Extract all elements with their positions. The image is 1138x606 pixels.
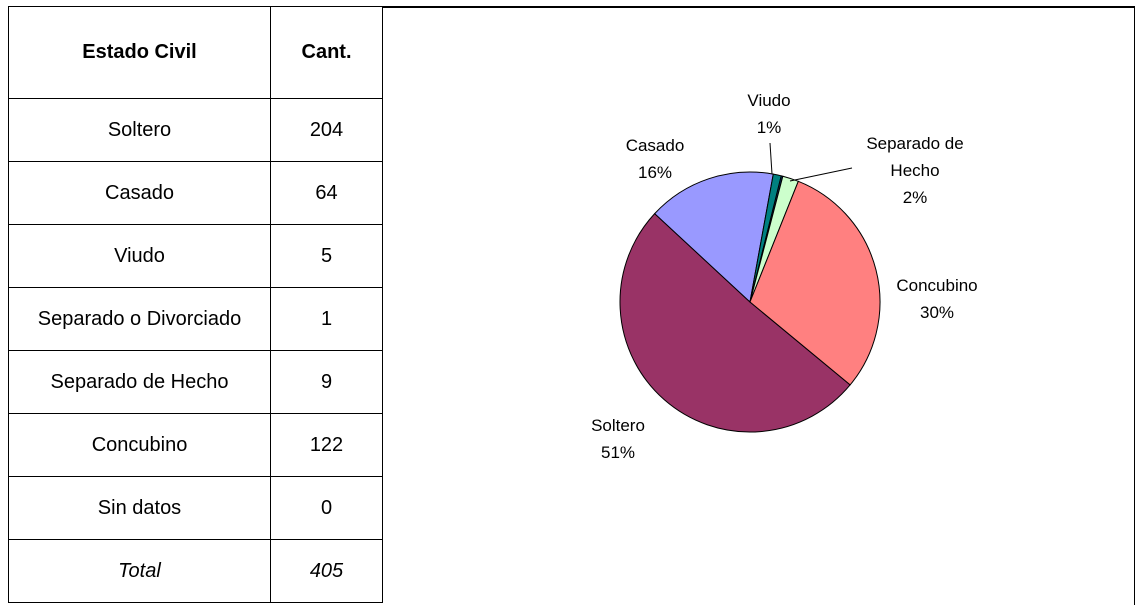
table-cell: 1 — [270, 287, 383, 351]
pie-slice — [619, 212, 851, 433]
slice-value: 1% — [756, 118, 782, 137]
slice-category: Viudo — [747, 91, 791, 110]
table-cell: Estado Civil — [8, 6, 271, 99]
chart-area — [383, 6, 1135, 605]
leader-line — [769, 142, 773, 175]
table-cell: Concubino — [8, 413, 271, 477]
table-cell: Total — [8, 539, 271, 603]
table-cell: Separado de Hecho — [8, 350, 271, 414]
slice-label: Separado de Hecho 2% — [860, 130, 970, 211]
table-row: Viudo 5 — [8, 224, 383, 288]
slice-category: Casado — [625, 136, 685, 155]
table-row: Separado o Divorciado 1 — [8, 287, 383, 351]
table-cell: 204 — [270, 98, 383, 162]
slice-category: Soltero — [591, 416, 645, 435]
leader-line — [789, 167, 853, 182]
table-row: Soltero 204 — [8, 98, 383, 162]
table-cell: 405 — [270, 539, 383, 603]
table-row: Concubino 122 — [8, 413, 383, 477]
table-cell: Cant. — [270, 6, 383, 99]
table-row: Sin datos 0 — [8, 476, 383, 540]
table-row: Estado Civil Cant. — [8, 6, 383, 99]
table-row: Casado 64 — [8, 161, 383, 225]
pie-slice — [653, 171, 774, 303]
table-row: Total 405 — [8, 539, 383, 603]
table-cell: 122 — [270, 413, 383, 477]
slice-label: Soltero 51% — [578, 412, 658, 466]
slice-label: Viudo 1% — [729, 87, 809, 141]
slice-category: Concubino — [896, 276, 978, 295]
slice-category: Separado de Hecho — [866, 134, 964, 180]
slice-value: 30% — [919, 303, 955, 322]
table-cell: 5 — [270, 224, 383, 288]
data-table: Estado Civil Cant. Soltero 204 Casado 64 Viudo… — [8, 6, 383, 603]
pie-slice — [749, 180, 881, 386]
table-cell: Viudo — [8, 224, 271, 288]
slice-label: Casado 16% — [610, 132, 700, 186]
slice-label: Concubino 30% — [882, 272, 992, 326]
slice-value: 51% — [600, 443, 636, 462]
table-cell: Sin datos — [8, 476, 271, 540]
table-cell: 0 — [270, 476, 383, 540]
slice-value: 16% — [637, 163, 673, 182]
table-cell: 64 — [270, 161, 383, 225]
slice-value: 2% — [902, 188, 928, 207]
table-row: Separado de Hecho 9 — [8, 350, 383, 414]
